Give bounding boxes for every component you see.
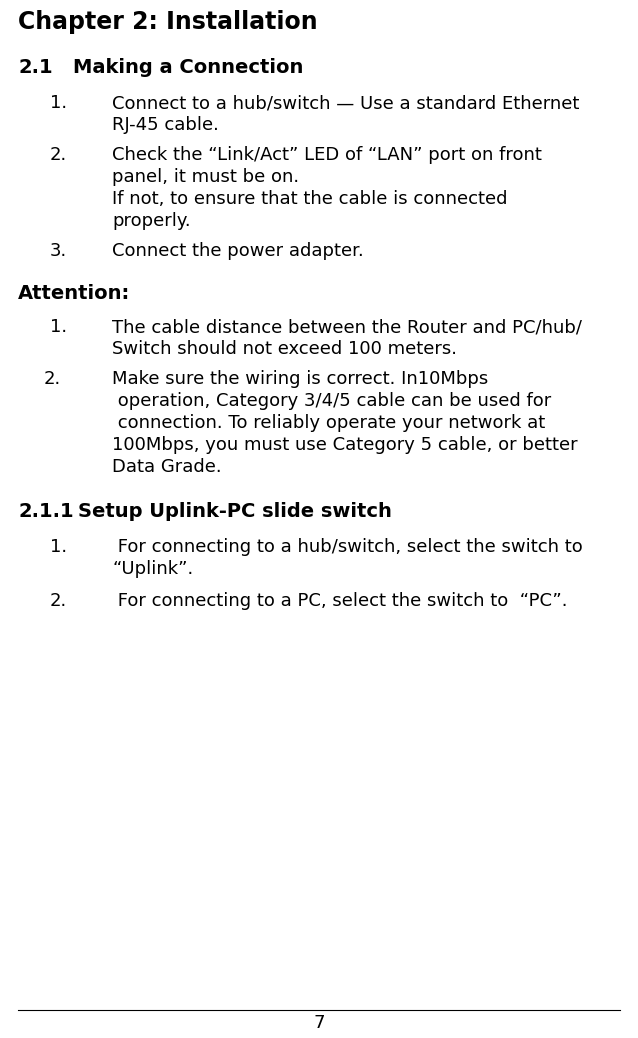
Text: Connect the power adapter.: Connect the power adapter. <box>112 242 364 260</box>
Text: panel, it must be on.: panel, it must be on. <box>112 168 299 186</box>
Text: Make sure the wiring is correct. In10Mbps: Make sure the wiring is correct. In10Mbp… <box>112 370 488 388</box>
Text: Connect to a hub/switch — Use a standard Ethernet: Connect to a hub/switch — Use a standard… <box>112 94 579 112</box>
Text: Chapter 2: Installation: Chapter 2: Installation <box>18 10 318 34</box>
Text: 1.: 1. <box>50 318 67 336</box>
Text: Setup Uplink-PC slide switch: Setup Uplink-PC slide switch <box>78 502 392 521</box>
Text: 2.1: 2.1 <box>18 58 52 77</box>
Text: “Uplink”.: “Uplink”. <box>112 559 193 578</box>
Text: The cable distance between the Router and PC/hub/: The cable distance between the Router an… <box>112 318 582 336</box>
Text: Check the “Link/Act” LED of “LAN” port on front: Check the “Link/Act” LED of “LAN” port o… <box>112 146 542 164</box>
Text: connection. To reliably operate your network at: connection. To reliably operate your net… <box>112 414 545 432</box>
Text: Making a Connection: Making a Connection <box>73 58 304 77</box>
Text: operation, Category 3/4/5 cable can be used for: operation, Category 3/4/5 cable can be u… <box>112 392 551 410</box>
Text: 2.1.1: 2.1.1 <box>18 502 73 521</box>
Text: 2.: 2. <box>50 592 67 610</box>
Text: 2.: 2. <box>50 146 67 164</box>
Text: For connecting to a PC, select the switch to  “PC”.: For connecting to a PC, select the switc… <box>112 592 567 610</box>
Text: Attention:: Attention: <box>18 284 130 303</box>
Text: 1.: 1. <box>50 94 67 112</box>
Text: 1.: 1. <box>50 538 67 556</box>
Text: If not, to ensure that the cable is connected: If not, to ensure that the cable is conn… <box>112 190 507 208</box>
Text: Switch should not exceed 100 meters.: Switch should not exceed 100 meters. <box>112 340 457 358</box>
Text: Data Grade.: Data Grade. <box>112 458 221 476</box>
Text: For connecting to a hub/switch, select the switch to: For connecting to a hub/switch, select t… <box>112 538 582 556</box>
Text: properly.: properly. <box>112 212 191 230</box>
Text: RJ-45 cable.: RJ-45 cable. <box>112 116 219 134</box>
Text: 7: 7 <box>313 1014 325 1032</box>
Text: 100Mbps, you must use Category 5 cable, or better: 100Mbps, you must use Category 5 cable, … <box>112 436 577 454</box>
Text: 3.: 3. <box>50 242 67 260</box>
Text: 2.: 2. <box>44 370 61 388</box>
